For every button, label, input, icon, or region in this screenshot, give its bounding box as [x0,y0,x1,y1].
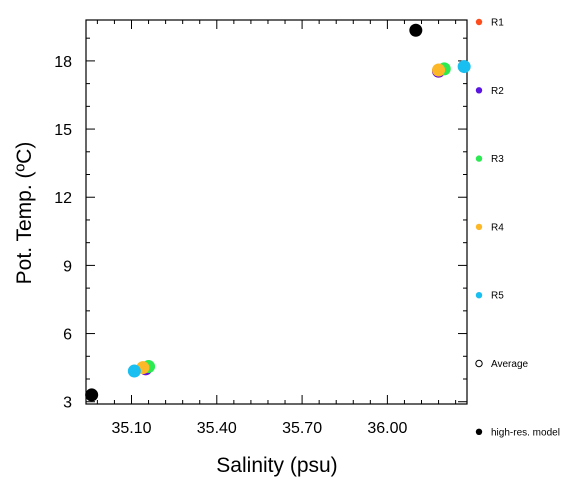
points-group [85,23,471,402]
legend-label: high-res. model [491,427,560,438]
legend-label: R4 [491,222,504,233]
x-tick-label: 35.10 [111,420,151,437]
legend-marker [475,292,483,299]
y-axis-label: Pot. Temp. (ºC) [13,142,36,285]
legend-marker [475,87,483,94]
legend-marker [475,18,483,26]
legend-label: Average [491,359,529,370]
plot-frame [85,19,468,405]
y-tick-label: 18 [54,54,72,71]
y-tick-label: 6 [63,327,72,344]
x-axis-label: Salinity (psu) [216,454,337,477]
legend-marker [475,428,483,435]
x-tick-label: 36.00 [367,420,407,437]
legend-marker [475,223,483,231]
legend-label: R3 [491,154,504,165]
x-tick-label: 35.40 [197,420,237,437]
legend-label: R1 [491,18,504,29]
legend: R1 R2 R3 R4 R5 Average high-res. model [475,18,560,438]
y-tick-label: 3 [63,395,72,412]
data-point [127,364,141,378]
y-tick-label: 9 [63,258,72,275]
y-tick-label: 15 [54,122,72,139]
legend-marker [475,359,483,368]
data-point [432,63,446,77]
data-point [85,388,99,402]
legend-label: R2 [491,86,504,97]
data-point [409,23,423,37]
plot-frame-group [85,19,468,405]
x-tick-label: 35.70 [282,420,322,437]
legend-marker [475,155,483,162]
legend-label: R5 [491,291,504,302]
y-tick-label: 12 [54,190,72,207]
data-point [457,60,471,74]
ticks-group: 35.10 35.40 35.70 36.00 3 6 9 12 15 18 [54,20,467,437]
